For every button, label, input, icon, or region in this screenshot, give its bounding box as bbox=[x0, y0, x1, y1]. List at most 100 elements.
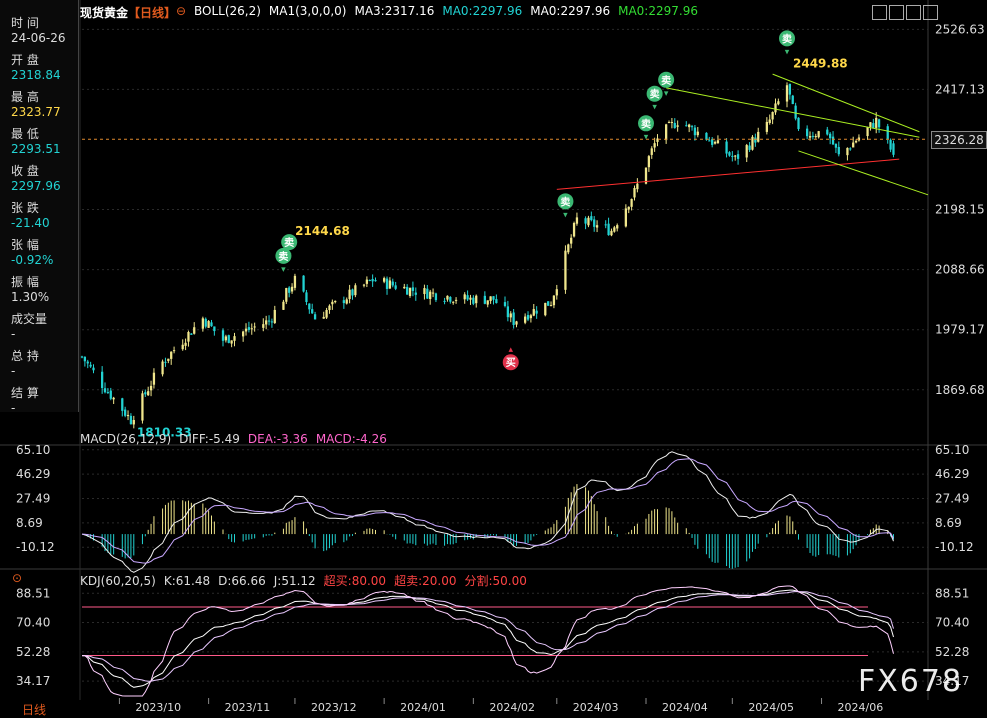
candle-body bbox=[351, 289, 354, 296]
sidebar-value: -0.92% bbox=[11, 253, 54, 267]
period-tag: 【日线】 bbox=[128, 6, 177, 20]
period-button[interactable]: 日线 bbox=[22, 703, 47, 717]
sidebar-value: - bbox=[11, 364, 16, 378]
candle-body bbox=[374, 280, 377, 282]
macd-y-tick-right: -10.12 bbox=[935, 540, 974, 554]
grid-icon[interactable] bbox=[872, 5, 887, 20]
candle-body bbox=[665, 124, 668, 141]
kdj-y-tick-left: 34.17 bbox=[16, 674, 50, 688]
candle-body bbox=[270, 321, 274, 323]
indicator-item: MA0:2297.96 bbox=[442, 4, 523, 18]
kdj-stat: 分割:50.00 bbox=[464, 574, 527, 588]
macd-diff-line bbox=[81, 451, 894, 573]
candle-body bbox=[736, 154, 740, 159]
candle-body bbox=[716, 140, 720, 144]
x-tick-label: 2024/04 bbox=[662, 701, 708, 714]
sidebar-label: 最 低 bbox=[11, 127, 39, 141]
sidebar-value: 2318.84 bbox=[11, 68, 61, 82]
candle-body bbox=[388, 280, 392, 289]
candle-body bbox=[253, 326, 256, 328]
kdj-y-tick-right: 52.28 bbox=[935, 645, 969, 659]
candle-body bbox=[731, 155, 734, 157]
trendline bbox=[666, 87, 920, 138]
candle-body bbox=[889, 139, 892, 150]
indicator-item: MA0:2297.96 bbox=[530, 4, 611, 18]
signal-arrow: ▾ bbox=[644, 132, 649, 142]
candle-body bbox=[187, 332, 190, 342]
candle-body bbox=[616, 225, 619, 229]
candle-body bbox=[872, 123, 875, 128]
buy-signal: 买▴ bbox=[502, 345, 519, 371]
candle-body bbox=[411, 287, 415, 291]
signal-label: 卖 bbox=[560, 195, 570, 208]
sell-signal: 卖▾ bbox=[779, 30, 795, 57]
candle-body bbox=[132, 419, 135, 425]
candle-body bbox=[593, 219, 596, 227]
candle-body bbox=[126, 414, 130, 417]
candle-body bbox=[285, 288, 288, 302]
symbol-title[interactable]: 现货黄金【日线】 bbox=[80, 4, 176, 21]
candle-body bbox=[426, 288, 429, 299]
candle-body bbox=[846, 147, 849, 156]
candle-body bbox=[103, 388, 107, 393]
kdj-settings-icon[interactable]: ⊙ bbox=[12, 571, 23, 585]
candle-body bbox=[564, 250, 567, 290]
candle-body bbox=[791, 95, 794, 105]
candle-body bbox=[667, 122, 671, 124]
candle-body bbox=[708, 140, 711, 142]
sidebar-value: 1.30% bbox=[11, 290, 50, 304]
candle-body bbox=[831, 136, 835, 145]
candle-body bbox=[544, 302, 547, 316]
sidebar-value: 2297.96 bbox=[11, 179, 61, 193]
candle-body bbox=[837, 146, 840, 155]
candle-body bbox=[362, 284, 366, 286]
candle-body bbox=[745, 145, 748, 158]
candle-body bbox=[475, 295, 478, 304]
candle-body bbox=[555, 289, 558, 296]
kdj-stat: D:66.66 bbox=[218, 574, 266, 588]
candle-body bbox=[233, 336, 236, 341]
candle-body bbox=[713, 141, 717, 144]
x-tick-label: 2024/01 bbox=[400, 701, 446, 714]
macd-dea-line bbox=[81, 458, 894, 564]
window-icon[interactable] bbox=[906, 5, 921, 20]
macd-y-tick-right: 27.49 bbox=[935, 491, 969, 505]
kdj-y-tick-left: 52.28 bbox=[16, 645, 50, 659]
indicator-item: MA3:2317.16 bbox=[354, 4, 435, 18]
candle-body bbox=[365, 279, 369, 284]
candle-body bbox=[152, 372, 156, 385]
sidebar-label: 张 跌 bbox=[11, 201, 39, 215]
candle-body bbox=[466, 295, 469, 300]
macd-y-tick-left: 46.29 bbox=[16, 467, 50, 481]
candle-body bbox=[89, 364, 92, 367]
candle-body bbox=[690, 126, 694, 128]
candle-body bbox=[693, 127, 697, 136]
candle-body bbox=[221, 330, 225, 341]
close-icon[interactable] bbox=[923, 5, 938, 20]
candle-body bbox=[101, 371, 104, 389]
candle-body bbox=[506, 306, 510, 318]
candle-body bbox=[570, 237, 573, 244]
candle-body bbox=[190, 333, 193, 335]
price-annotation: 2449.88 bbox=[793, 56, 848, 70]
signal-marker bbox=[557, 193, 574, 210]
indicator-item: MA1(3,0,0,0) bbox=[268, 4, 347, 18]
signal-label: 买 bbox=[506, 357, 516, 369]
candle-body bbox=[414, 292, 417, 295]
candle-body bbox=[207, 321, 210, 328]
price-y-tick-right: 1979.17 bbox=[935, 323, 985, 337]
candle-body bbox=[515, 321, 518, 325]
candle-body bbox=[777, 101, 780, 105]
candle-body bbox=[486, 300, 489, 305]
candle-body bbox=[676, 125, 679, 127]
candle-body bbox=[489, 296, 492, 301]
dropdown-icon[interactable]: ⊖ bbox=[176, 4, 187, 18]
candle-body bbox=[503, 302, 507, 306]
candle-body bbox=[814, 136, 817, 138]
minus-icon[interactable] bbox=[889, 5, 904, 20]
macd-y-tick-left: -10.12 bbox=[16, 540, 55, 554]
candle-body bbox=[636, 183, 639, 190]
candle-body bbox=[149, 385, 153, 391]
candle-body bbox=[282, 301, 285, 310]
